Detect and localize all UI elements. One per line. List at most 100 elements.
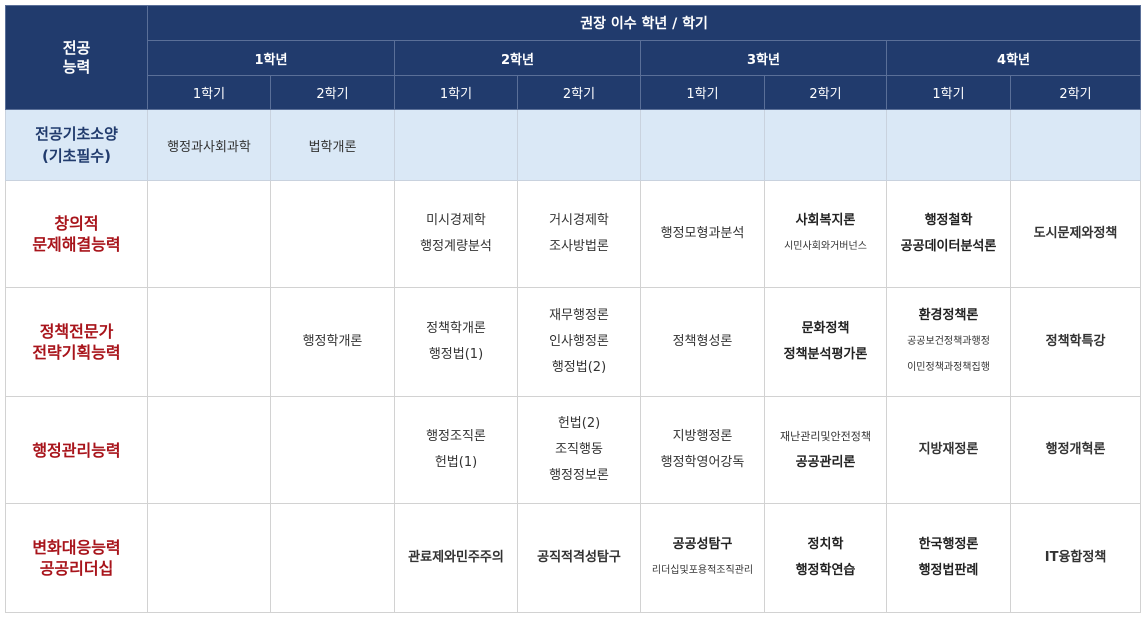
year-2-header: 2학년 xyxy=(394,40,641,76)
course-name: 행정법판례 xyxy=(918,563,979,578)
course-cell: 정책학개론 행정법(1) xyxy=(394,287,518,397)
empty-cell xyxy=(640,109,765,181)
row-label-creative: 창의적 문제해결능력 xyxy=(5,180,148,288)
course-cell: 재난관리및안전정책 공공관리론 xyxy=(764,396,887,504)
row-label-line: 변화대응능력 xyxy=(32,538,121,557)
course-name: 재무행정론 xyxy=(549,308,609,323)
empty-cell xyxy=(270,503,395,613)
empty-cell xyxy=(517,109,641,181)
year-1-header: 1학년 xyxy=(147,40,395,76)
course-name: 환경정책론 xyxy=(918,308,979,323)
course-name: 행정법(1) xyxy=(428,347,484,362)
semester-header: 1학기 xyxy=(394,75,518,110)
course-cell: 정책학특강 xyxy=(1009,287,1142,397)
recommended-term-header: 권장 이수 학년 / 학기 xyxy=(146,5,1142,41)
course-cell: 미시경제학 행정계량분석 xyxy=(394,180,518,288)
semester-header: 2학기 xyxy=(764,75,887,110)
course-name: 리더십및포용적조직관리 xyxy=(651,565,754,576)
course-cell: IT융합정책 xyxy=(1009,503,1142,613)
row-label-line: 창의적 xyxy=(54,214,99,233)
semester-header: 2학기 xyxy=(517,75,641,110)
competency-header-line2: 능력 xyxy=(62,57,91,76)
course-name: 재난관리및안전정책 xyxy=(779,430,872,443)
course-name: 정치학 xyxy=(807,537,844,552)
course-name: 행정학영어강독 xyxy=(660,455,745,470)
course-cell: 문화정책 정책분석평가론 xyxy=(764,287,887,397)
table-row: 창의적 문제해결능력 미시경제학 행정계량분석 거시경제학 조사방법론 행정모형… xyxy=(5,180,1142,288)
course-name: 인사행정론 xyxy=(549,334,609,349)
course-name: 행정정보론 xyxy=(549,468,609,483)
row-label-line: 전공기초소양 xyxy=(35,125,118,143)
course-cell: 지방행정론 행정학영어강독 xyxy=(640,396,765,504)
course-cell: 도시문제와정책 xyxy=(1009,180,1142,288)
course-name: 행정조직론 xyxy=(426,429,486,444)
empty-cell xyxy=(147,180,271,288)
semester-header: 1학기 xyxy=(886,75,1011,110)
course-name: 행정법(2) xyxy=(551,360,607,375)
course-cell: 사회복지론 시민사회와거버넌스 xyxy=(764,180,887,288)
empty-cell xyxy=(886,109,1011,181)
course-cell: 관료제와민주주의 xyxy=(394,503,518,613)
row-label-policy: 정책전문가 전략기획능력 xyxy=(5,287,148,397)
course-name: 사회복지론 xyxy=(795,213,856,228)
course-cell: 공직적격성탐구 xyxy=(517,503,641,613)
course-name: 공공데이터분석론 xyxy=(900,239,997,254)
course-cell: 행정개혁론 xyxy=(1009,396,1142,504)
course-name: 미시경제학 xyxy=(426,213,486,228)
row-label-line: 정책전문가 xyxy=(39,322,114,341)
course-name: 공공관리론 xyxy=(795,455,856,470)
row-label-line: 전략기획능력 xyxy=(32,343,121,362)
course-name: 조직행동 xyxy=(555,442,603,457)
competency-header-line1: 전공 xyxy=(62,38,91,57)
semester-header: 1학기 xyxy=(147,75,271,110)
year-3-header: 3학년 xyxy=(640,40,887,76)
course-name: 이민정책과정책집행 xyxy=(907,362,990,373)
course-name: 공공성탐구 xyxy=(672,537,733,552)
table-row: 행정관리능력 행정조직론 헌법(1) 헌법(2) 조직행동 행정정보론 지방행정… xyxy=(5,396,1142,504)
empty-cell xyxy=(394,109,518,181)
course-cell: 공공성탐구 리더십및포용적조직관리 xyxy=(640,503,765,613)
empty-cell xyxy=(764,109,887,181)
course-cell: 행정과사회과학 xyxy=(147,109,271,181)
course-cell: 헌법(2) 조직행동 행정정보론 xyxy=(517,396,641,504)
course-cell: 한국행정론 행정법판례 xyxy=(886,503,1011,613)
course-name: 헌법(1) xyxy=(434,455,478,470)
course-name: 행정계량분석 xyxy=(420,239,492,254)
course-cell: 정책형성론 xyxy=(640,287,765,397)
row-label-line: 문제해결능력 xyxy=(32,235,121,254)
empty-cell xyxy=(147,503,271,613)
competency-header: 전공 능력 xyxy=(5,5,148,110)
course-cell: 행정조직론 헌법(1) xyxy=(394,396,518,504)
table-row: 전공기초소양 (기초필수) 행정과사회과학 법학개론 xyxy=(5,109,1142,181)
course-name: 행정철학 xyxy=(924,213,973,228)
empty-cell xyxy=(270,180,395,288)
course-cell: 행정모형과분석 xyxy=(640,180,765,288)
course-name: 공공보건정책과행정 xyxy=(907,336,990,347)
table-row: 정책전문가 전략기획능력 행정학개론 정책학개론 행정법(1) 재무행정론 인사… xyxy=(5,287,1142,397)
row-label-change: 변화대응능력 공공리더십 xyxy=(5,503,148,613)
curriculum-table: 전공 능력 권장 이수 학년 / 학기 1학년 2학년 3학년 4학년 1학기 … xyxy=(5,5,1142,613)
course-cell: 거시경제학 조사방법론 xyxy=(517,180,641,288)
course-name: 거시경제학 xyxy=(549,213,609,228)
year-4-header: 4학년 xyxy=(885,40,1142,76)
empty-cell xyxy=(147,287,271,397)
course-name: 행정학연습 xyxy=(795,563,856,578)
table-row: 변화대응능력 공공리더십 관료제와민주주의 공직적격성탐구 공공성탐구 리더십및… xyxy=(5,503,1142,613)
course-name: 헌법(2) xyxy=(557,416,601,431)
course-cell: 환경정책론 공공보건정책과행정 이민정책과정책집행 xyxy=(886,287,1011,397)
course-cell: 행정철학 공공데이터분석론 xyxy=(886,180,1011,288)
course-name: 시민사회와거버넌스 xyxy=(784,241,867,252)
course-cell: 정치학 행정학연습 xyxy=(764,503,887,613)
row-label-line: (기초필수) xyxy=(42,147,111,165)
semester-header: 2학기 xyxy=(1009,75,1142,110)
course-cell: 행정학개론 xyxy=(270,287,395,397)
course-name: 정책분석평가론 xyxy=(783,347,868,362)
course-name: 정책학개론 xyxy=(426,321,486,336)
empty-cell xyxy=(1009,109,1142,181)
course-cell: 지방재정론 xyxy=(886,396,1011,504)
row-label-line: 공공리더십 xyxy=(39,559,114,578)
row-label-basic: 전공기초소양 (기초필수) xyxy=(5,109,148,181)
course-name: 조사방법론 xyxy=(549,239,609,254)
course-cell: 재무행정론 인사행정론 행정법(2) xyxy=(517,287,641,397)
semester-header: 2학기 xyxy=(270,75,395,110)
